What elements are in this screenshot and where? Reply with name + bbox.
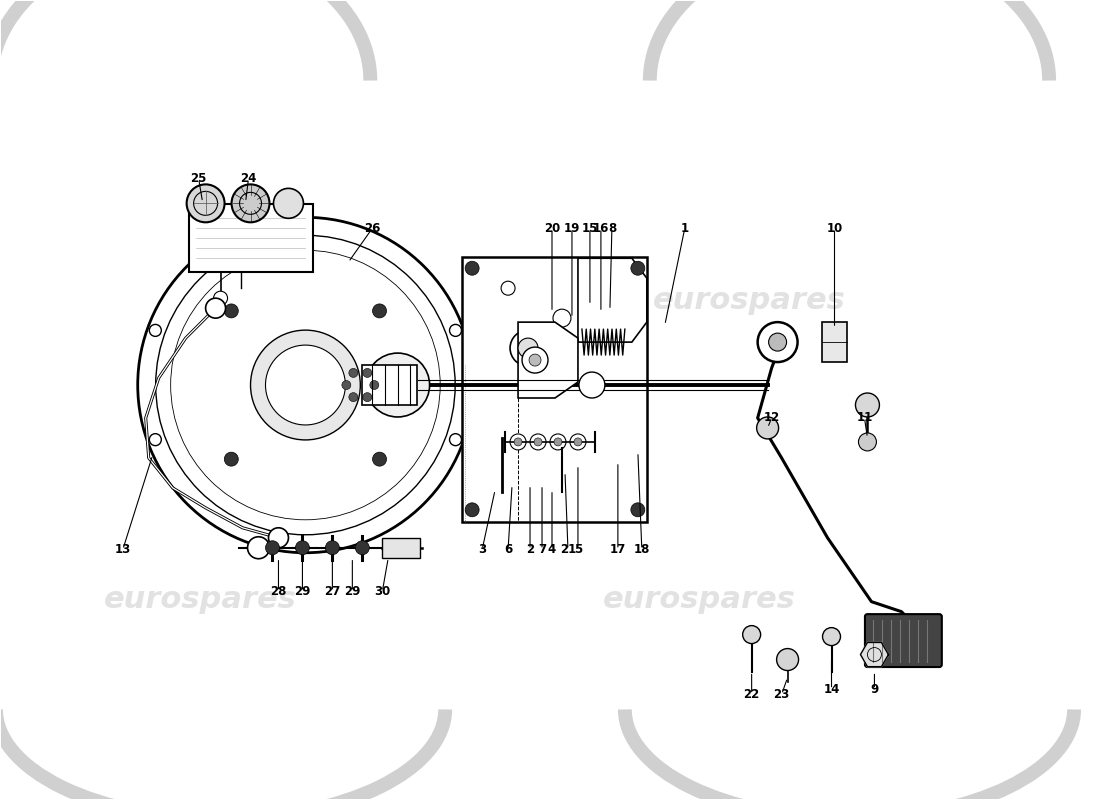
Text: 25: 25 [190,172,207,185]
Circle shape [534,438,542,446]
Circle shape [138,218,473,553]
Text: eurospares: eurospares [604,585,796,614]
Text: 3: 3 [478,543,486,556]
Circle shape [268,528,288,548]
Circle shape [265,345,345,425]
Circle shape [224,304,239,318]
Circle shape [363,393,372,402]
Text: 4: 4 [548,543,557,556]
Circle shape [631,503,645,517]
Circle shape [529,354,541,366]
Circle shape [187,184,224,222]
Circle shape [465,503,480,517]
Text: 11: 11 [856,411,872,425]
Bar [383,538,420,558]
Circle shape [326,541,340,554]
Text: 9: 9 [870,683,879,696]
Circle shape [373,452,386,466]
Circle shape [224,452,239,466]
Text: 29: 29 [344,585,361,598]
Circle shape [232,184,270,222]
Circle shape [349,369,358,378]
Circle shape [251,330,361,440]
Circle shape [370,381,378,390]
Text: 14: 14 [823,683,839,696]
Text: 28: 28 [271,585,287,598]
Text: 7: 7 [538,543,546,556]
Circle shape [554,438,562,446]
Circle shape [530,434,546,450]
Circle shape [274,188,304,218]
Text: 1: 1 [681,222,689,234]
Polygon shape [518,322,578,398]
Text: 12: 12 [763,411,780,425]
Polygon shape [860,642,889,666]
Text: 20: 20 [543,222,560,234]
Circle shape [858,433,877,451]
Text: 10: 10 [826,222,843,234]
Text: 17: 17 [609,543,626,556]
Circle shape [742,626,760,643]
Circle shape [365,353,430,417]
Text: 16: 16 [593,222,609,234]
Text: eurospares: eurospares [653,286,846,314]
Circle shape [823,628,840,646]
Circle shape [265,541,279,554]
Circle shape [514,438,522,446]
Text: 18: 18 [634,543,650,556]
Circle shape [363,369,372,378]
Circle shape [296,541,309,554]
Circle shape [342,381,351,390]
Circle shape [769,333,786,351]
Text: 19: 19 [564,222,580,234]
Text: 24: 24 [240,172,256,185]
Circle shape [631,262,645,275]
Circle shape [579,372,605,398]
Circle shape [355,541,370,554]
Circle shape [757,417,779,439]
Text: eurospares: eurospares [184,286,377,314]
Bar [362,365,417,405]
Text: 2: 2 [526,543,535,556]
Text: 30: 30 [374,585,390,598]
Bar [188,204,314,272]
Circle shape [206,298,225,318]
Circle shape [465,262,480,275]
Circle shape [349,393,358,402]
Text: eurospares: eurospares [104,585,297,614]
Circle shape [518,338,538,358]
Circle shape [213,291,228,305]
Bar [822,322,847,362]
Circle shape [758,322,798,362]
Text: 8: 8 [608,222,616,234]
Circle shape [574,438,582,446]
Circle shape [510,330,546,366]
Polygon shape [578,258,647,342]
Bar [462,258,647,522]
Circle shape [373,304,386,318]
Text: 6: 6 [504,543,513,556]
Circle shape [856,393,879,417]
Text: 29: 29 [294,585,310,598]
Circle shape [522,347,548,373]
Text: 13: 13 [114,543,131,556]
FancyBboxPatch shape [865,614,942,667]
Circle shape [248,537,270,558]
Text: 27: 27 [324,585,341,598]
Text: 22: 22 [744,688,760,701]
Circle shape [777,649,799,670]
Text: 23: 23 [773,688,790,701]
Circle shape [510,434,526,450]
Circle shape [550,434,566,450]
Text: 21: 21 [560,543,576,556]
Text: 15: 15 [582,222,598,234]
Text: 5: 5 [574,543,582,556]
Circle shape [570,434,586,450]
Text: 26: 26 [364,222,381,234]
